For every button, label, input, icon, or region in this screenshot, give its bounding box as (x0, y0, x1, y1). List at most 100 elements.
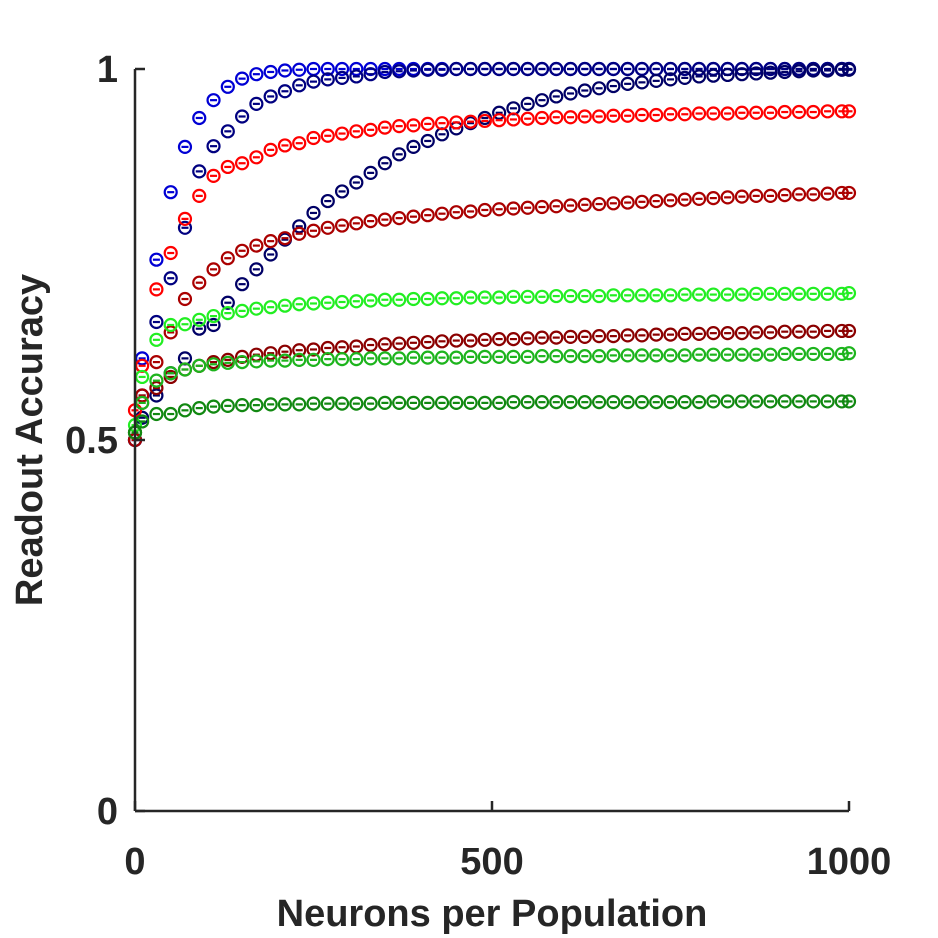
data-point (663, 61, 678, 77)
data-point (149, 332, 164, 347)
data-point (377, 351, 392, 366)
data-point (520, 289, 535, 304)
data-point (434, 116, 450, 131)
data-point (220, 398, 235, 413)
data-point (777, 64, 792, 80)
data-point (706, 191, 721, 206)
data-point (620, 348, 635, 363)
data-point (277, 84, 293, 99)
data-point (749, 188, 764, 203)
data-point (734, 394, 750, 409)
series-5 (127, 185, 857, 448)
data-point (392, 64, 407, 79)
data-point (706, 394, 721, 409)
data-point (206, 139, 221, 154)
data-point (434, 291, 450, 306)
data-point (492, 349, 507, 364)
data-point (591, 109, 607, 124)
data-point (734, 189, 750, 204)
data-point (263, 234, 278, 249)
data-point (634, 61, 650, 77)
data-point (449, 395, 464, 410)
data-point (192, 321, 207, 336)
data-point (677, 61, 692, 77)
data-point (392, 211, 407, 226)
data-point (549, 110, 564, 125)
data-point (420, 350, 435, 365)
data-point (149, 354, 164, 370)
data-point (306, 61, 321, 77)
data-point (163, 317, 178, 333)
data-point (277, 353, 293, 368)
data-point (706, 287, 721, 302)
data-point (620, 108, 635, 123)
data-point (463, 333, 478, 348)
data-point (449, 61, 464, 77)
data-point (820, 63, 835, 78)
data-point (206, 168, 221, 183)
data-point (277, 298, 293, 313)
data-point (734, 347, 750, 362)
data-point (220, 124, 235, 139)
data-point (577, 349, 592, 364)
data-point (520, 349, 535, 364)
data-point (820, 104, 835, 119)
data-point (620, 288, 635, 303)
data-point (306, 352, 321, 367)
data-point (277, 344, 293, 359)
data-point (392, 119, 407, 134)
data-point (192, 358, 207, 373)
data-point (334, 126, 350, 141)
data-point (434, 62, 450, 77)
data-point (406, 118, 421, 133)
data-point (549, 61, 564, 77)
data-point (220, 159, 235, 175)
data-point (749, 66, 764, 81)
data-point (577, 329, 592, 344)
data-point (606, 395, 621, 410)
data-point (649, 193, 664, 209)
series-4 (127, 104, 857, 418)
data-point (206, 357, 221, 372)
data-point (841, 104, 857, 119)
data-point (306, 223, 321, 238)
data-point (549, 199, 564, 214)
data-point (634, 194, 650, 209)
data-point (749, 325, 764, 340)
data-point (534, 110, 550, 126)
data-point (777, 286, 792, 301)
data-point (363, 396, 378, 411)
data-point (549, 395, 564, 410)
data-point (377, 395, 392, 410)
data-point (691, 347, 707, 362)
data-point (534, 330, 550, 345)
data-point (706, 347, 721, 362)
data-point (577, 61, 592, 77)
data-point (334, 218, 350, 233)
data-point (349, 352, 364, 367)
data-point (492, 61, 507, 77)
data-point (549, 89, 564, 104)
data-point (192, 400, 207, 416)
data-point (463, 61, 478, 77)
data-point (192, 188, 207, 203)
data-point (634, 395, 650, 410)
data-point (235, 354, 250, 370)
data-point (520, 111, 535, 126)
data-point (277, 138, 293, 153)
data-point (492, 113, 507, 128)
data-point (363, 165, 378, 180)
data-point (249, 354, 264, 369)
data-point (791, 346, 807, 362)
data-point (349, 294, 364, 309)
data-point (763, 105, 778, 120)
data-point (249, 301, 264, 316)
data-point (363, 214, 378, 229)
x-axis-title: Neurons per Population (277, 893, 708, 935)
data-point (763, 394, 778, 409)
data-point (420, 208, 435, 223)
data-point (349, 216, 364, 231)
data-point (420, 62, 435, 77)
data-point (320, 72, 335, 87)
data-point (377, 64, 392, 80)
